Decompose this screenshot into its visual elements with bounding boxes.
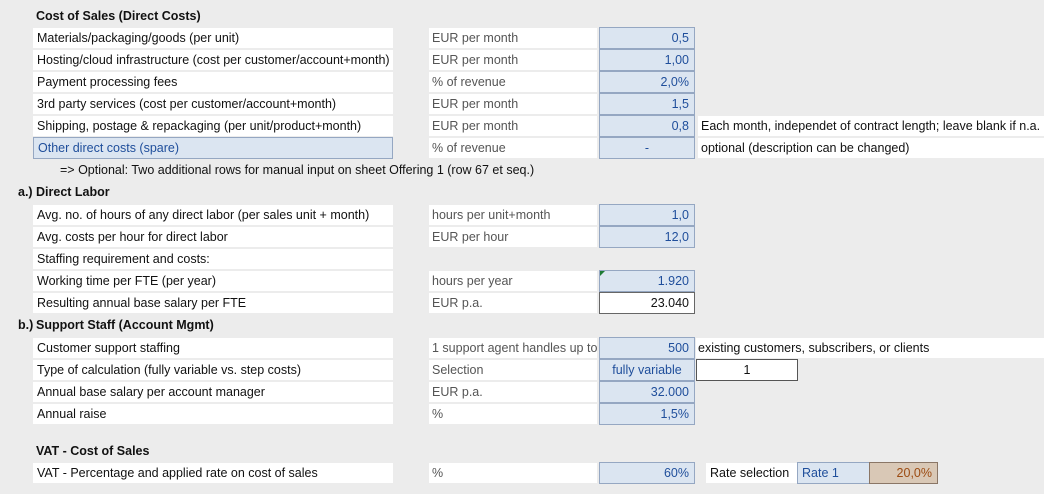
input-support-staffing[interactable]: 500 <box>599 337 695 359</box>
shipping-note: Each month, independet of contract lengt… <box>698 116 1044 136</box>
support-staff-prefix: b.) <box>18 318 34 332</box>
row-unit-labor-cost: EUR per hour <box>429 227 597 247</box>
row-label-manager-salary: Annual base salary per account manager <box>33 382 393 402</box>
spare-note: optional (description can be changed) <box>698 138 1044 158</box>
row-unit-support-staffing: 1 support agent handles up to <box>429 338 597 358</box>
row-unit-spare: % of revenue <box>429 138 597 158</box>
input-spare[interactable]: - <box>599 137 695 159</box>
input-payment-fees[interactable]: 2,0% <box>599 71 695 93</box>
working-time-value: 1.920 <box>657 274 689 288</box>
row-label-labor-cost: Avg. costs per hour for direct labor <box>33 227 393 247</box>
row-unit-hosting: EUR per month <box>429 50 597 70</box>
row-unit-3rd-party: EUR per month <box>429 94 597 114</box>
row-label-shipping: Shipping, postage & repackaging (per uni… <box>33 116 393 136</box>
row-unit-fte-salary: EUR p.a. <box>429 293 597 313</box>
row-label-labor-hours: Avg. no. of hours of any direct labor (p… <box>33 205 393 225</box>
row-unit-payment-fees: % of revenue <box>429 72 597 92</box>
row-label-materials: Materials/packaging/goods (per unit) <box>33 28 393 48</box>
direct-labor-heading: Direct Labor <box>36 185 110 199</box>
input-hosting[interactable]: 1,00 <box>599 49 695 71</box>
row-unit-shipping: EUR per month <box>429 116 597 136</box>
rate-value: 20,0% <box>869 462 938 484</box>
cost-of-sales-heading: Cost of Sales (Direct Costs) <box>36 9 201 23</box>
comment-indicator-icon <box>600 271 605 276</box>
rate-selection-label: Rate selection <box>706 463 798 483</box>
row-label-payment-fees: Payment processing fees <box>33 72 393 92</box>
row-unit-vat: % <box>429 463 597 483</box>
row-unit-working-time: hours per year <box>429 271 597 291</box>
input-working-time[interactable]: 1.920 <box>599 270 695 292</box>
staffing-requirement-label: Staffing requirement and costs: <box>33 249 393 269</box>
row-label-annual-raise: Annual raise <box>33 404 393 424</box>
row-label-working-time: Working time per FTE (per year) <box>33 271 393 291</box>
input-labor-hours[interactable]: 1,0 <box>599 204 695 226</box>
rate-select[interactable]: Rate 1 <box>797 462 870 484</box>
input-manager-salary[interactable]: 32.000 <box>599 381 695 403</box>
row-label-fte-salary: Resulting annual base salary per FTE <box>33 293 393 313</box>
row-unit-calc-type: Selection <box>429 360 597 380</box>
row-label-support-staffing: Customer support staffing <box>33 338 393 358</box>
input-labor-cost[interactable]: 12,0 <box>599 226 695 248</box>
input-annual-raise[interactable]: 1,5% <box>599 403 695 425</box>
input-shipping[interactable]: 0,8 <box>599 115 695 137</box>
row-label-hosting: Hosting/cloud infrastructure (cost per c… <box>33 50 393 70</box>
optional-rows-note: => Optional: Two additional rows for man… <box>60 163 535 177</box>
vat-heading: VAT - Cost of Sales <box>36 444 150 458</box>
row-unit-labor-hours: hours per unit+month <box>429 205 597 225</box>
row-label-calc-type: Type of calculation (fully variable vs. … <box>33 360 393 380</box>
row-label-vat: VAT - Percentage and applied rate on cos… <box>33 463 393 483</box>
calc-type-index: 1 <box>696 359 798 381</box>
row-label-3rd-party: 3rd party services (cost per customer/ac… <box>33 94 393 114</box>
support-staff-heading: Support Staff (Account Mgmt) <box>36 318 214 332</box>
fte-salary-value: 23.040 <box>599 292 695 314</box>
row-unit-materials: EUR per month <box>429 28 597 48</box>
input-3rd-party[interactable]: 1,5 <box>599 93 695 115</box>
row-unit-annual-raise: % <box>429 404 597 424</box>
row-unit-manager-salary: EUR p.a. <box>429 382 597 402</box>
spare-description-input[interactable]: Other direct costs (spare) <box>33 137 393 159</box>
input-vat-percentage[interactable]: 60% <box>599 462 695 484</box>
support-staffing-note: existing customers, subscribers, or clie… <box>696 338 1044 358</box>
input-materials[interactable]: 0,5 <box>599 27 695 49</box>
direct-labor-prefix: a.) <box>18 185 33 199</box>
calc-type-select[interactable]: fully variable <box>599 359 695 381</box>
